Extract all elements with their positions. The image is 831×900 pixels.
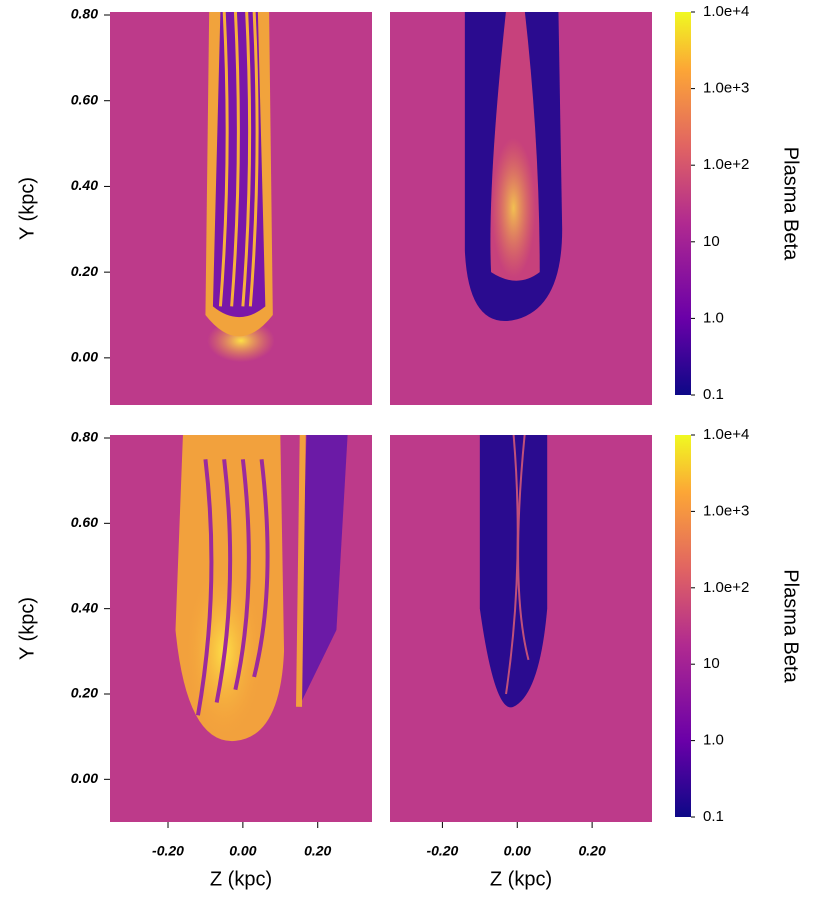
colorbar-tick-label: 0.1 [703, 386, 724, 403]
filament [230, 12, 240, 307]
x-tick-label: 0.00 [504, 843, 531, 859]
y-axis-label: Y (kpc) [16, 177, 38, 240]
field [110, 12, 372, 405]
hot [491, 137, 536, 278]
y-tick-label: 0.20 [71, 685, 98, 701]
filament [241, 12, 252, 307]
y-axis-label: Y (kpc) [16, 597, 38, 660]
x-tick-label: -0.20 [426, 843, 458, 859]
colorbar-tick-label: 10 [703, 233, 720, 250]
colorbar-label: Plasma Beta [780, 147, 802, 261]
x-tick-label: 0.20 [304, 843, 331, 859]
strip [299, 435, 348, 707]
colorbar-tick-label: 1.0e+2 [703, 579, 749, 596]
colorbar-tick-label: 1.0e+2 [703, 156, 749, 173]
y-tick-label: 0.60 [71, 91, 98, 107]
filament [195, 459, 214, 716]
x-axis-label: Z (kpc) [490, 868, 552, 890]
y-tick-label: 0.60 [71, 514, 98, 530]
filament [233, 459, 251, 691]
y-tick-label: 0.80 [71, 6, 98, 22]
x-axis-label: Z (kpc) [210, 868, 272, 890]
filament [248, 12, 259, 307]
colorbar-tick-label: 0.1 [703, 808, 724, 825]
field [390, 12, 652, 405]
cavity [479, 435, 548, 708]
y-tick-label: 0.20 [71, 263, 98, 279]
colorbar-label: Plasma Beta [780, 569, 802, 683]
y-tick-label: 0.80 [71, 429, 98, 445]
colorbar-tick-label: 10 [703, 655, 720, 672]
strip-edge [296, 435, 306, 707]
y-tick-label: 0.40 [71, 177, 98, 193]
filament [252, 459, 270, 678]
y-tick-label: 0.00 [71, 349, 98, 365]
colorbar-tick-label: 1.0 [703, 732, 724, 749]
colorbar-tick-label: 1.0e+4 [703, 3, 749, 20]
field [110, 435, 372, 822]
x-tick-label: -0.20 [152, 843, 184, 859]
colorbar [675, 435, 691, 817]
filament [214, 459, 233, 703]
filament [218, 12, 229, 307]
x-tick-label: 0.00 [229, 843, 256, 859]
colorbar-tick-label: 1.0e+3 [703, 80, 749, 97]
colorbar-tick-label: 1.0e+4 [703, 426, 749, 443]
x-tick-label: 0.20 [578, 843, 605, 859]
field [390, 435, 652, 822]
colorbar-tick-label: 1.0 [703, 309, 724, 326]
filament [517, 435, 530, 661]
colorbar-tick-label: 1.0e+3 [703, 502, 749, 519]
y-tick-label: 0.40 [71, 599, 98, 615]
colorbar [675, 12, 691, 395]
y-tick-label: 0.00 [71, 770, 98, 786]
